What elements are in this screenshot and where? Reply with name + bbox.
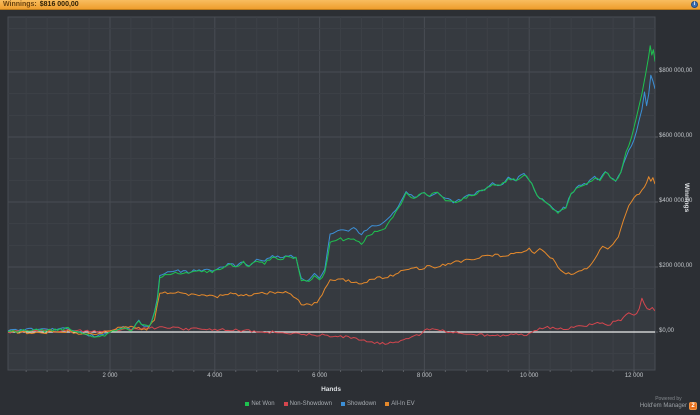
all-in-ev-swatch-icon bbox=[385, 402, 390, 406]
chart-legend: Net Won Non-Showdown Showdown All-In EV bbox=[0, 401, 660, 407]
brand-text: Hold'em Manager bbox=[639, 403, 687, 409]
legend-item-label: Showdown bbox=[346, 401, 377, 407]
y-tick-label: $200 000,00 bbox=[659, 263, 693, 269]
net-won-swatch-icon bbox=[245, 402, 250, 406]
legend-item-label: Non-Showdown bbox=[289, 401, 332, 407]
legend-item-net-won[interactable]: Net Won bbox=[245, 401, 275, 407]
powered-by-text: Powered by bbox=[655, 396, 682, 402]
plot-area[interactable] bbox=[7, 16, 656, 371]
y-tick-label: $600 000,00 bbox=[659, 133, 693, 139]
legend-item-label: All-In EV bbox=[391, 401, 415, 407]
series-line-net-won bbox=[8, 45, 655, 338]
winnings-title-bar: Winnings: $816 000,00 i bbox=[0, 0, 700, 10]
series-line-all-in-ev bbox=[8, 176, 655, 336]
legend-item-all-in-ev[interactable]: All-In EV bbox=[385, 401, 415, 407]
x-tick-label: 6 000 bbox=[312, 373, 328, 379]
hm2-logo-icon: 2 bbox=[689, 402, 697, 410]
x-axis-title: Hands bbox=[321, 386, 341, 393]
legend-item-showdown[interactable]: Showdown bbox=[340, 401, 377, 407]
y-tick-label: $0,00 bbox=[659, 328, 675, 334]
winnings-label: Winnings: bbox=[3, 1, 37, 8]
legend-item-label: Net Won bbox=[251, 401, 275, 407]
x-tick-label: 4 000 bbox=[207, 373, 223, 379]
powered-by-footer: Powered by Hold'em Manager 2 bbox=[640, 396, 697, 410]
non-showdown-swatch-icon bbox=[283, 402, 288, 406]
x-tick-label: 10 000 bbox=[520, 373, 539, 379]
y-axis-title: Winnings bbox=[683, 183, 690, 213]
y-tick-label: $800 000,00 bbox=[659, 68, 693, 74]
showdown-swatch-icon bbox=[340, 402, 345, 406]
y-tick-label: $400 000,00 bbox=[659, 198, 693, 204]
x-tick-label: 12 000 bbox=[624, 373, 644, 379]
info-icon[interactable]: i bbox=[691, 1, 698, 8]
legend-item-non-showdown[interactable]: Non-Showdown bbox=[283, 401, 332, 407]
winnings-value: $816 000,00 bbox=[39, 1, 79, 8]
series-line-non-showdown bbox=[8, 297, 655, 345]
x-tick-label: 2 000 bbox=[102, 373, 118, 379]
x-tick-label: 8 000 bbox=[416, 373, 432, 379]
